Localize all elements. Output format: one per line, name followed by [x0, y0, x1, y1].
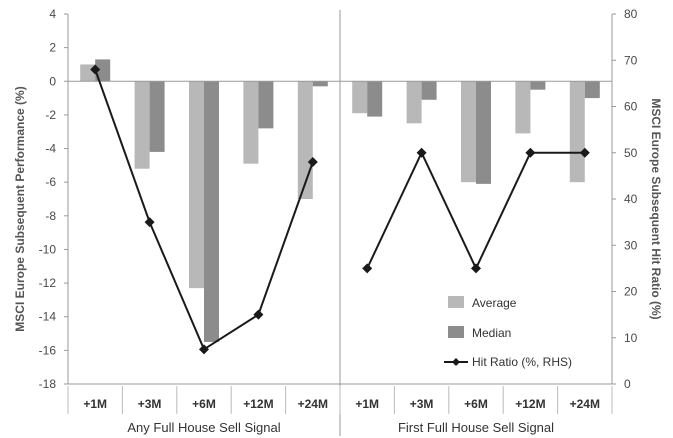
hit-ratio-point [525, 147, 536, 158]
y2-tick-label: 60 [624, 100, 638, 114]
y2-tick-label: 70 [624, 53, 638, 67]
y-tick-label: -8 [45, 209, 56, 223]
y2-tick-label: 50 [624, 146, 638, 160]
y-tick-label: 0 [49, 74, 56, 88]
x-category-label: +6M [192, 397, 216, 411]
bar-median [95, 59, 111, 82]
y-tick-label: -14 [39, 310, 57, 324]
y-tick-label: -10 [39, 242, 57, 256]
bar-median [258, 81, 274, 129]
y-tick-label: -16 [39, 343, 57, 357]
x-category-label: +12M [243, 397, 273, 411]
bar-average [569, 81, 585, 183]
y2-tick-label: 40 [624, 192, 638, 206]
x-category-label: +1M [83, 397, 107, 411]
y2-axis-title: MSCI Europe Subsequent Hit Ratio (%) [649, 98, 663, 319]
bar-median [312, 81, 328, 87]
y-tick-label: -12 [39, 276, 57, 290]
bar-average [189, 81, 204, 289]
y2-tick-label: 10 [624, 331, 638, 345]
bar-median [149, 81, 165, 152]
bar-average [134, 81, 150, 169]
bar-median [530, 81, 546, 90]
bar-median [476, 81, 491, 184]
x-category-label: +3M [410, 397, 434, 411]
bar-average [243, 81, 259, 164]
legend-median-label: Median [472, 326, 511, 340]
hit-ratio-point [471, 263, 481, 274]
hit-ratio-point [579, 147, 590, 158]
hit-ratio-point [90, 64, 101, 75]
group-label: First Full House Sell Signal [398, 420, 554, 435]
y-tick-label: 4 [49, 7, 56, 21]
hit-ratio-point [144, 217, 155, 228]
y2-tick-label: 80 [624, 7, 638, 21]
x-category-label: +6M [464, 397, 488, 411]
y-tick-label: 2 [49, 41, 56, 55]
bar-median [204, 81, 219, 342]
hit-ratio-point [199, 344, 209, 355]
x-category-label: +24M [298, 397, 328, 411]
x-category-label: +1M [355, 397, 379, 411]
y-tick-label: -4 [45, 142, 56, 156]
y-tick-label: -2 [45, 108, 56, 122]
legend-hit-ratio-label: Hit Ratio (%, RHS) [472, 355, 572, 369]
x-category-label: +3M [138, 397, 162, 411]
y2-tick-label: 0 [624, 377, 631, 391]
y2-tick-label: 20 [624, 285, 638, 299]
hit-ratio-point [362, 263, 373, 274]
hit-ratio-point [307, 157, 318, 167]
legend-average-label: Average [472, 296, 517, 310]
bars-layer [80, 59, 600, 342]
hit-ratio-point [416, 147, 427, 158]
x-category-label: +12M [515, 397, 545, 411]
legend: Average Median Hit Ratio (%, RHS) [444, 296, 572, 369]
y-tick-label: -18 [39, 377, 57, 391]
legend-median-swatch [448, 326, 464, 338]
hit-ratio-point [253, 309, 264, 320]
bar-average [461, 81, 476, 183]
x-category-label: +24M [570, 397, 600, 411]
legend-hit-ratio-marker [452, 358, 460, 366]
y2-tick-label: 30 [624, 238, 638, 252]
y-tick-label: -6 [45, 175, 56, 189]
bar-median [584, 81, 600, 99]
bar-average [406, 81, 422, 124]
bar-average [515, 81, 531, 134]
y-axis-title: MSCI Europe Subsequent Performance (%) [13, 86, 27, 331]
bar-average [352, 81, 368, 114]
bar-median [421, 81, 437, 100]
hit-ratio-line-layer [90, 64, 590, 355]
legend-average-swatch [448, 296, 464, 308]
bar-median [367, 81, 383, 117]
ticks-layer: 420-2-4-6-8-10-12-14-16-1880706050403020… [39, 7, 638, 435]
group-label: Any Full House Sell Signal [127, 420, 280, 435]
